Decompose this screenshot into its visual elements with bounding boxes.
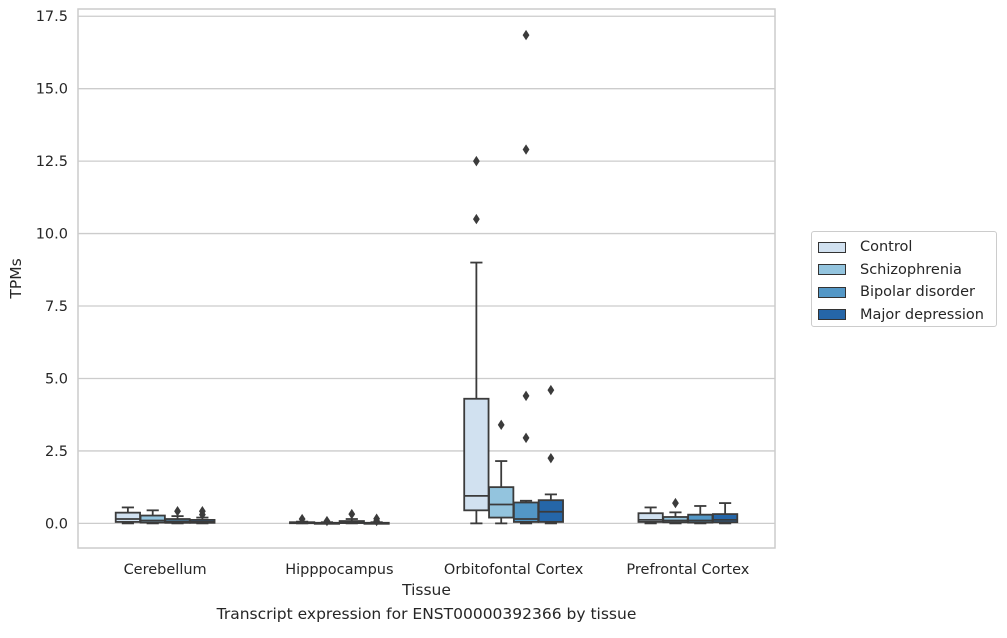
outlier-point xyxy=(547,452,555,464)
figure-caption: Transcript expression for ENST0000039236… xyxy=(216,605,637,623)
y-tick-label: 5.0 xyxy=(45,371,68,387)
outlier-point xyxy=(522,29,530,41)
tick-labels: 0.0 2.5 5.0 7.5 10.0 12.5 15.0 17.5 Cerebellum Hi… xyxy=(36,9,750,578)
box-major-depression xyxy=(712,502,739,525)
outlier-point xyxy=(522,432,530,444)
outlier-point xyxy=(373,513,381,524)
iqr-box xyxy=(463,397,490,512)
box-bipolar-disorder xyxy=(512,29,540,525)
plot-frame xyxy=(77,8,776,549)
legend: Control Schizophrenia Bipolar disorder M… xyxy=(811,231,997,327)
outlier-point xyxy=(522,144,530,155)
box-schizophrenia xyxy=(139,509,166,525)
y-tick-label: 0.0 xyxy=(45,516,68,532)
x-axis-label: Tissue xyxy=(401,581,451,599)
box-major-depression xyxy=(189,505,216,525)
iqr-box xyxy=(114,511,141,523)
outlier-point xyxy=(522,390,530,402)
legend-item-schizophrenia: Schizophrenia xyxy=(818,259,996,282)
legend-item-major-depression: Major depression xyxy=(818,304,996,327)
outlier-point xyxy=(497,419,505,431)
legend-label-control: Control xyxy=(860,239,913,256)
legend-label-bipolar-disorder: Bipolar disorder xyxy=(860,284,975,301)
legend-item-bipolar-disorder: Bipolar disorder xyxy=(818,281,996,304)
x-tick-label: Hipppocampus xyxy=(285,562,393,578)
box-major-depression xyxy=(363,513,390,527)
y-tick-label: 10.0 xyxy=(36,227,68,243)
grid-lines xyxy=(78,15,775,525)
legend-swatch-control xyxy=(818,241,846,253)
box-layer xyxy=(114,29,739,527)
legend-swatch-schizophrenia xyxy=(818,264,846,276)
legend-label-major-depression: Major depression xyxy=(860,306,984,323)
box-control xyxy=(289,513,316,525)
outlier-point xyxy=(472,213,480,225)
box-bipolar-disorder xyxy=(164,505,191,525)
x-tick-label: Prefrontal Cortex xyxy=(626,562,749,578)
y-tick-label: 12.5 xyxy=(36,154,68,170)
outlier-point xyxy=(198,505,206,517)
y-axis-label: TPMs xyxy=(7,258,25,299)
legend-item-control: Control xyxy=(818,236,996,259)
outlier-point xyxy=(348,508,356,520)
box-schizophrenia xyxy=(488,419,515,525)
box-schizophrenia xyxy=(662,497,689,525)
y-tick-label: 15.0 xyxy=(36,82,68,98)
legend-swatch-bipolar-disorder xyxy=(818,286,846,298)
box-control xyxy=(114,506,141,525)
x-tick-label: Orbitofontal Cortex xyxy=(444,562,584,578)
x-tick-label: Cerebellum xyxy=(124,562,207,578)
outlier-point xyxy=(672,497,679,509)
outlier-point xyxy=(323,515,331,527)
iqr-box xyxy=(139,514,166,524)
box-major-depression xyxy=(537,384,564,525)
iqr-box xyxy=(488,486,515,519)
y-tick-label: 7.5 xyxy=(45,299,68,315)
outlier-point xyxy=(472,155,480,167)
box-bipolar-disorder xyxy=(687,505,714,525)
box-schizophrenia xyxy=(313,515,341,527)
legend-label-schizophrenia: Schizophrenia xyxy=(860,261,962,278)
outlier-point xyxy=(547,384,555,396)
box-control xyxy=(637,506,664,525)
y-tick-label: 2.5 xyxy=(45,444,68,460)
box-control xyxy=(463,155,490,525)
box-bipolar-disorder xyxy=(338,508,365,525)
y-tick-label: 17.5 xyxy=(36,9,68,25)
outlier-point xyxy=(174,505,181,517)
legend-swatch-major-depression xyxy=(818,309,846,321)
iqr-box xyxy=(712,513,739,524)
outlier-point xyxy=(298,513,306,525)
